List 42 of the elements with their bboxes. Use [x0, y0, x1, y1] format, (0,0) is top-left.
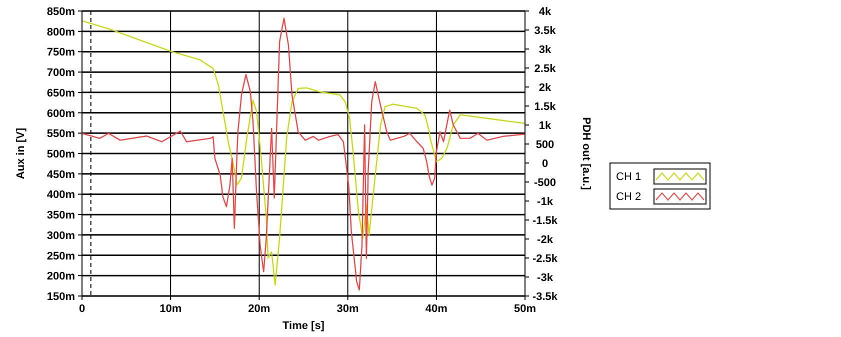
- y-tick-label: 800m: [46, 26, 76, 38]
- y2-tick-label: 1k: [538, 120, 552, 132]
- x-tick-label: 40m: [425, 303, 448, 315]
- legend-label: CH 1: [616, 171, 642, 183]
- y2-tick-label: 4k: [538, 6, 552, 18]
- y2-tick-label: -3k: [537, 272, 554, 284]
- y2-tick-label: 2k: [538, 82, 552, 94]
- legend-label: CH 2: [616, 191, 642, 203]
- y-tick-label: 550m: [46, 128, 76, 140]
- y2-tick-label: 1.5k: [534, 101, 557, 113]
- y-tick-label: 600m: [46, 108, 76, 120]
- y2-tick-label: -3.5k: [532, 291, 558, 303]
- x-tick-label: 20m: [248, 303, 270, 315]
- x-tick-label: 0: [78, 303, 86, 315]
- y2-tick-label: 500: [536, 139, 554, 151]
- y-tick-label: 150m: [46, 291, 76, 303]
- x-tick-label: 50m: [514, 303, 536, 315]
- y-tick-label: 750m: [46, 46, 76, 59]
- y-tick-label: 200m: [46, 270, 76, 283]
- y-tick-label: 700m: [46, 67, 76, 80]
- x-tick-label: 30m: [336, 303, 360, 315]
- y-tick-label: 250m: [46, 250, 76, 262]
- y-tick-label: 650m: [46, 87, 76, 100]
- y2-tick-label: 3k: [538, 44, 552, 56]
- y2-tick-label: -500: [534, 177, 556, 189]
- y2-axis-title: PDH out [a.u.]: [580, 117, 592, 190]
- y-tick-label: 450m: [46, 168, 76, 181]
- y-tick-label: 300m: [46, 230, 76, 242]
- y-tick-label: 850m: [46, 6, 76, 18]
- y-tick-label: 500m: [46, 148, 76, 160]
- y2-tick-label: 0: [542, 158, 548, 170]
- x-axis-title: Time [s]: [282, 320, 325, 332]
- y2-tick-label: 2.5k: [534, 63, 557, 75]
- y2-tick-label: -1k: [537, 196, 554, 208]
- x-tick-label: 10m: [160, 303, 182, 315]
- y2-tick-label: -2.5k: [532, 253, 558, 265]
- y2-tick-label: 3.5k: [534, 25, 557, 37]
- y2-tick-label: -2k: [537, 234, 554, 246]
- y-tick-label: 350m: [46, 210, 76, 222]
- y2-tick-label: -1.5k: [532, 215, 558, 227]
- y-tick-label: 400m: [46, 189, 76, 202]
- y-axis-title: Aux in [V]: [15, 128, 27, 180]
